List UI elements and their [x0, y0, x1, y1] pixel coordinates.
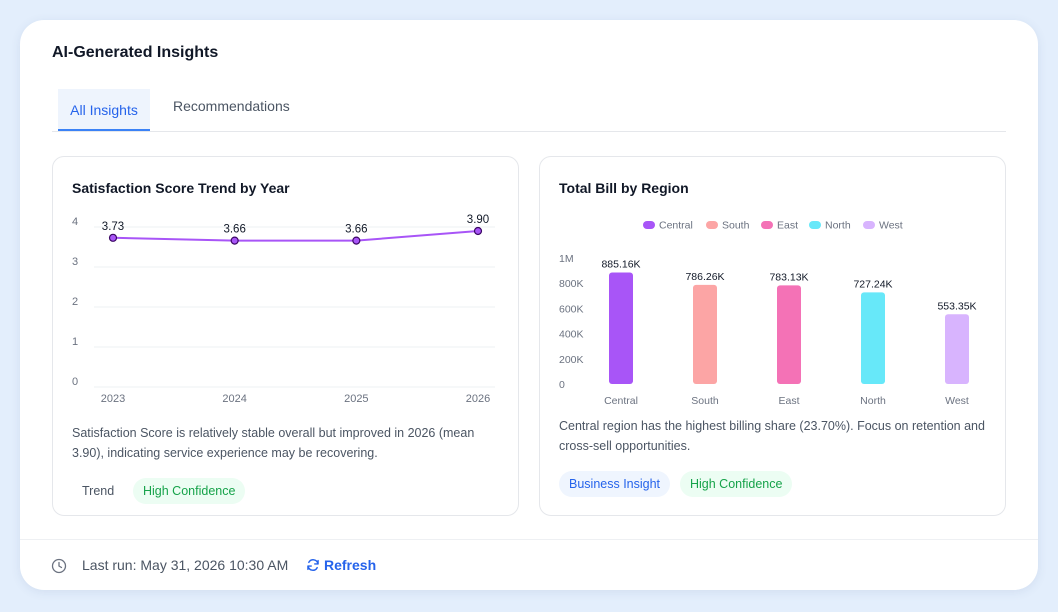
- x-tick-label: 2026: [466, 393, 490, 405]
- y-tick-label: 400K: [559, 329, 584, 341]
- x-tick-label: East: [778, 395, 799, 407]
- data-label: 786.26K: [685, 271, 724, 283]
- y-tick-label: 1M: [559, 253, 574, 265]
- x-tick-label: 2023: [101, 393, 125, 405]
- data-point: [230, 236, 239, 245]
- refresh-button[interactable]: Refresh: [306, 553, 376, 577]
- legend-label: West: [879, 220, 903, 232]
- refresh-icon: [307, 559, 319, 571]
- page-title: AI-Generated Insights: [52, 44, 219, 61]
- legend-label: North: [825, 220, 851, 232]
- satisfaction-trend-card: Satisfaction Score Trend by Year 0 1 2 3 4 20…: [52, 156, 519, 516]
- legend-label: East: [777, 220, 798, 232]
- last-run-text: Last run: May 31, 2026 10:30 AM: [82, 557, 289, 573]
- tag-trend: Trend: [72, 478, 125, 504]
- data-label: 885.16K: [601, 258, 640, 270]
- bill-by-region-card: Total Bill by Region Central South East Nor…: [539, 156, 1006, 516]
- bill-by-region-title: Total Bill by Region: [559, 180, 689, 196]
- satisfaction-insight-text: Satisfaction Score is relatively stable …: [72, 426, 475, 460]
- y-tick-label: 4: [72, 216, 78, 228]
- satisfaction-trend-title: Satisfaction Score Trend by Year: [72, 180, 290, 196]
- bill-bar-chart: Central South East North West 0 200K 400K 600K 80…: [559, 220, 977, 408]
- data-label: 3.90: [467, 214, 489, 226]
- insights-card: AI-Generated Insights All Insights Recom…: [20, 20, 1038, 590]
- legend-swatch: [706, 221, 718, 229]
- data-label: 3.66: [223, 224, 245, 236]
- legend-label: Central: [659, 220, 693, 232]
- y-tick-label: 200K: [559, 354, 584, 366]
- legend-swatch: [809, 221, 821, 229]
- bar: [861, 292, 885, 384]
- footer-bar: Last run: May 31, 2026 10:30 AM Refresh: [20, 539, 1038, 590]
- y-tick-label: 0: [559, 379, 565, 391]
- tab-all-insights[interactable]: All Insights: [58, 89, 150, 131]
- y-tick-label: 800K: [559, 278, 584, 290]
- tag-business-insight: Business Insight: [559, 471, 671, 497]
- bar: [945, 314, 969, 384]
- legend-swatch: [761, 221, 773, 229]
- data-label: 783.13K: [769, 271, 808, 283]
- tab-recommendations[interactable]: Recommendations: [173, 98, 290, 114]
- x-tick-label: Central: [604, 395, 638, 407]
- y-tick-label: 1: [72, 336, 78, 348]
- x-tick-label: 2024: [222, 393, 246, 405]
- x-tick-label: West: [945, 395, 969, 407]
- refresh-label: Refresh: [324, 557, 377, 573]
- satisfaction-line-chart: 0 1 2 3 4 2023 2024 2025 2026 3.73 3.66 3.66 3.90: [72, 214, 495, 405]
- x-tick-label: South: [691, 395, 719, 407]
- data-label: 553.35K: [937, 300, 976, 312]
- x-tick-label: 2025: [344, 393, 368, 405]
- data-point: [108, 233, 118, 242]
- series-line: [112, 230, 479, 242]
- bill-insight-text: Central region has the highest billing s…: [559, 419, 985, 453]
- legend-label: South: [722, 220, 750, 232]
- tag-high-confidence: High Confidence: [133, 478, 246, 504]
- bar: [777, 285, 801, 384]
- bar: [693, 284, 717, 384]
- y-tick-label: 600K: [559, 303, 584, 315]
- tag-high-confidence: High Confidence: [680, 471, 793, 497]
- clock-icon: [51, 558, 67, 574]
- bar: [609, 272, 633, 384]
- legend-swatch: [643, 221, 655, 229]
- y-tick-label: 0: [72, 376, 78, 388]
- x-tick-label: North: [860, 395, 886, 407]
- y-tick-label: 2: [72, 296, 78, 308]
- data-point: [352, 236, 361, 245]
- data-label: 3.73: [102, 221, 124, 233]
- tab-bar: All Insights Recommendations: [52, 89, 1006, 132]
- y-tick-label: 3: [72, 256, 78, 268]
- data-label: 727.24K: [853, 278, 892, 290]
- legend-swatch: [863, 221, 875, 229]
- data-point: [473, 226, 483, 236]
- data-label: 3.66: [345, 224, 367, 236]
